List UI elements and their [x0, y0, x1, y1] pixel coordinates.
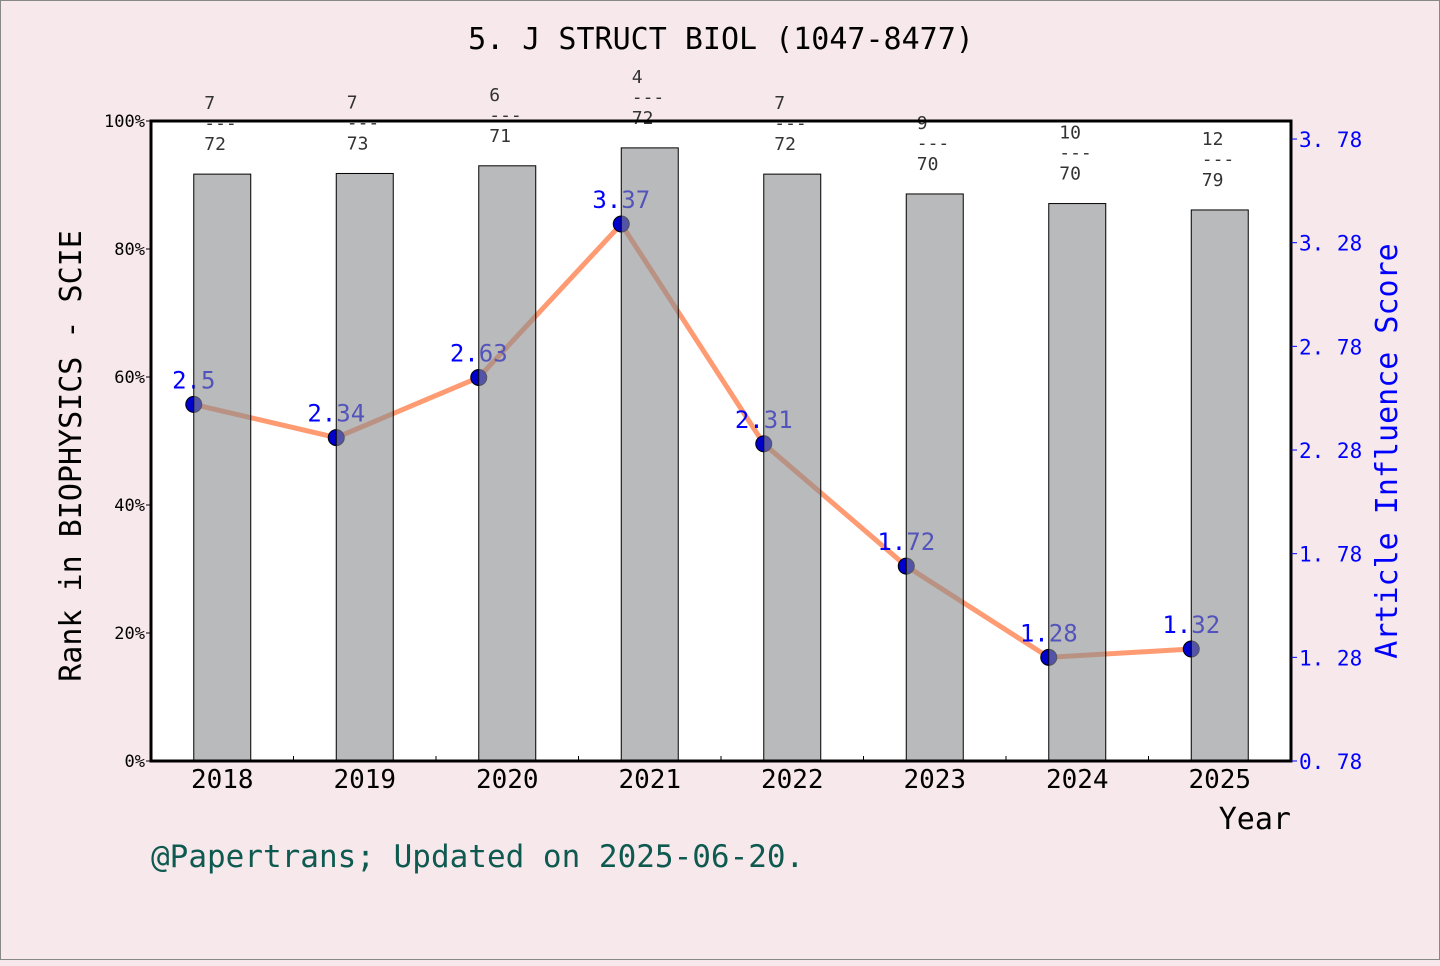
footer-note: @Papertrans; Updated on 2025-06-20. [151, 839, 804, 875]
y-right-tick-label: 1. 78 [1299, 543, 1362, 567]
rank-bar-2021 [620, 147, 679, 762]
rank-numerator: 6 [489, 85, 500, 106]
rank-divider: --- [1202, 149, 1235, 170]
rank-bar-2023 [905, 193, 964, 762]
y-right-tick-label: 1. 28 [1299, 646, 1362, 670]
y-left-tick-label: 0% [125, 752, 145, 772]
y-axis-right-label: Article Influence Score [1370, 243, 1405, 658]
rank-bar-2022 [763, 173, 822, 762]
rank-numerator: 12 [1202, 129, 1224, 150]
rank-divider: --- [774, 113, 807, 134]
x-tick-label: 2021 [618, 765, 681, 795]
rank-total: 79 [1202, 170, 1224, 191]
rank-bar-2025 [1190, 209, 1249, 762]
rank-bar-2019 [335, 172, 394, 762]
rank-total: 73 [347, 133, 369, 154]
x-tick-label: 2020 [476, 765, 539, 795]
rank-divider: --- [917, 133, 950, 154]
rank-divider: --- [347, 112, 380, 133]
x-axis-label: Year [1219, 802, 1291, 837]
y-left-tick-label: 40% [114, 496, 145, 516]
rank-numerator: 10 [1059, 123, 1081, 144]
rank-bar-2018 [193, 173, 252, 762]
chart-title: 5. J STRUCT BIOL (1047-8477) [468, 22, 974, 57]
x-tick-label: 2025 [1188, 765, 1251, 795]
rank-divider: --- [632, 87, 665, 108]
rank-numerator: 7 [347, 92, 358, 113]
y-right-tick-label: 2. 28 [1299, 439, 1362, 463]
rank-numerator: 7 [204, 93, 215, 114]
plot-area [151, 121, 1291, 761]
rank-total: 70 [1059, 164, 1081, 185]
rank-numerator: 7 [774, 93, 785, 114]
x-tick-label: 2022 [761, 765, 824, 795]
rank-divider: --- [489, 105, 522, 126]
rank-total: 70 [917, 154, 939, 175]
y-left-tick-label: 100% [104, 112, 145, 132]
rank-numerator: 4 [632, 67, 643, 88]
y-left-tick-label: 60% [114, 368, 145, 388]
x-tick-label: 2018 [191, 765, 254, 795]
y-right-tick-label: 2. 78 [1299, 335, 1362, 359]
x-tick-label: 2024 [1046, 765, 1109, 795]
y-axis-left-label: Rank in BIOPHYSICS - SCIE [54, 230, 89, 682]
rank-divider: --- [204, 113, 237, 134]
rank-numerator: 9 [917, 113, 928, 134]
rank-total: 72 [632, 108, 654, 129]
rank-bar-2020 [478, 165, 537, 762]
y-left-tick-label: 80% [114, 240, 145, 260]
rank-total: 72 [204, 134, 226, 155]
rank-total: 71 [489, 126, 511, 147]
y-right-tick-label: 3. 78 [1299, 128, 1362, 152]
rank-bar-2024 [1048, 203, 1107, 762]
rank-divider: --- [1059, 143, 1092, 164]
y-right-tick-label: 0. 78 [1299, 750, 1362, 774]
rank-total: 72 [774, 134, 796, 155]
x-tick-label: 2023 [903, 765, 966, 795]
y-left-tick-label: 20% [114, 624, 145, 644]
y-right-tick-label: 3. 28 [1299, 232, 1362, 256]
x-tick-label: 2019 [333, 765, 396, 795]
